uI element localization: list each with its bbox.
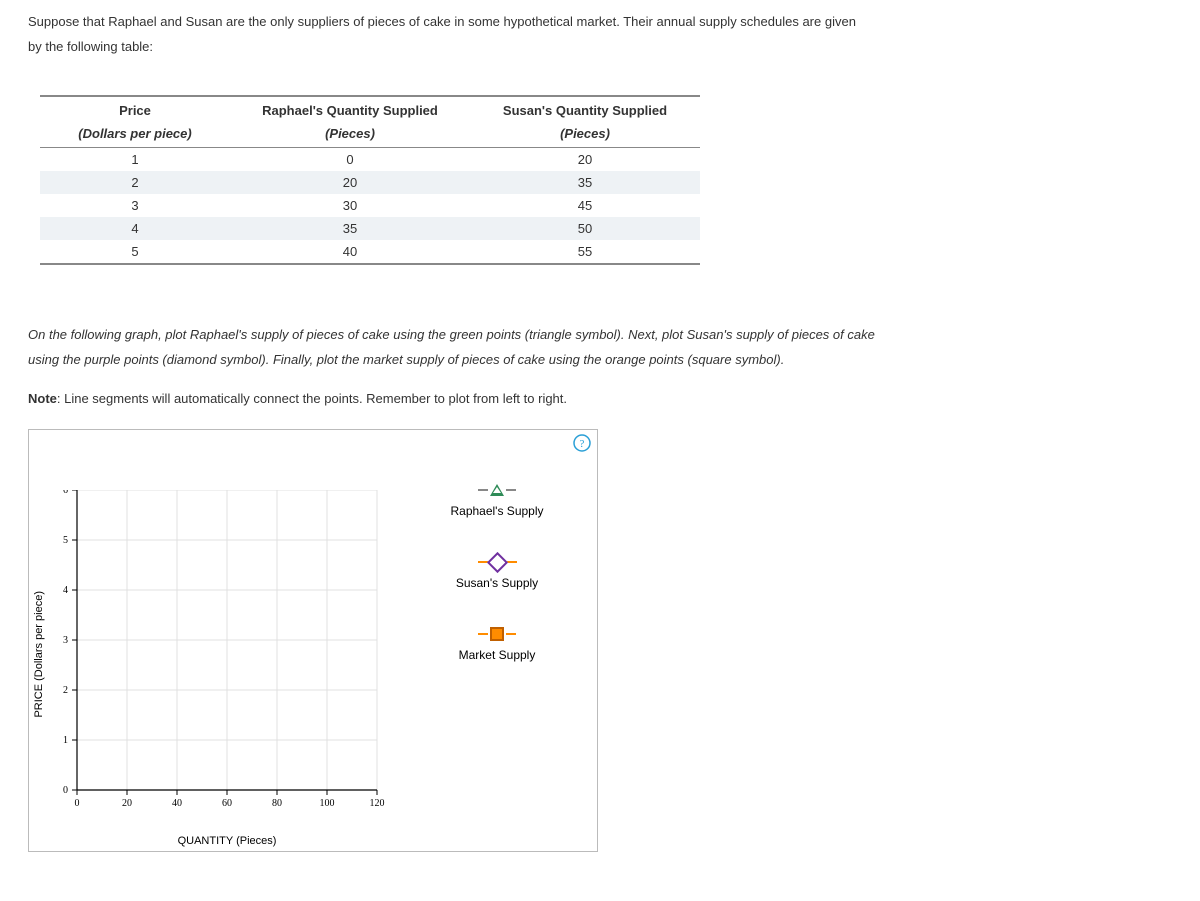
- legend-item-raphael[interactable]: Raphael's Supply: [437, 482, 557, 518]
- svg-text:60: 60: [222, 798, 232, 809]
- col-header-raphael: Raphael's Quantity Supplied: [230, 96, 470, 122]
- triangle-icon: [490, 484, 504, 496]
- problem-statement: Suppose that Raphael and Susan are the o…: [28, 10, 1172, 59]
- svg-text:3: 3: [63, 635, 68, 646]
- legend-label-market: Market Supply: [437, 648, 557, 662]
- svg-text:80: 80: [272, 798, 282, 809]
- svg-text:1: 1: [63, 735, 68, 746]
- col-unit-raphael: (Pieces): [230, 122, 470, 148]
- help-icon[interactable]: ?: [573, 434, 591, 452]
- svg-text:5: 5: [63, 535, 68, 546]
- legend-item-susan[interactable]: Susan's Supply: [437, 554, 557, 590]
- svg-text:2: 2: [63, 685, 68, 696]
- plot-note: Note: Line segments will automatically c…: [28, 387, 1172, 412]
- col-header-susan: Susan's Quantity Supplied: [470, 96, 700, 122]
- svg-text:40: 40: [172, 798, 182, 809]
- supply-schedule-table: Price Raphael's Quantity Supplied Susan'…: [40, 95, 700, 265]
- table-row: 3 30 45: [40, 194, 700, 217]
- table-row: 1 0 20: [40, 148, 700, 172]
- plot-area[interactable]: 0 20 40 60 80 100 120 0 1 2 3 4 5 6 QUANTITY (Pieces): [47, 490, 387, 847]
- legend-palette: Raphael's Supply Susan's Supply Market S…: [437, 482, 557, 698]
- intro-line-1: Suppose that Raphael and Susan are the o…: [28, 14, 856, 29]
- graph-instructions: On the following graph, plot Raphael's s…: [28, 323, 1172, 372]
- legend-label-raphael: Raphael's Supply: [437, 504, 557, 518]
- legend-label-susan: Susan's Supply: [437, 576, 557, 590]
- svg-text:20: 20: [122, 798, 132, 809]
- col-unit-price: (Dollars per piece): [40, 122, 230, 148]
- svg-text:100: 100: [320, 798, 335, 809]
- svg-text:0: 0: [75, 798, 80, 809]
- graph-panel: ? PRICE (Dollars per piece) 020406080100…: [28, 429, 598, 852]
- svg-text:0: 0: [63, 785, 68, 796]
- x-axis-label: QUANTITY (Pieces): [77, 835, 377, 847]
- col-header-price: Price: [40, 96, 230, 122]
- col-unit-susan: (Pieces): [470, 122, 700, 148]
- chart-svg[interactable]: 0 20 40 60 80 100 120 0 1 2 3 4 5 6: [47, 490, 387, 830]
- svg-text:120: 120: [370, 798, 385, 809]
- svg-text:6: 6: [63, 490, 68, 496]
- table-row: 2 20 35: [40, 171, 700, 194]
- help-glyph: ?: [580, 438, 585, 450]
- legend-item-market[interactable]: Market Supply: [437, 626, 557, 662]
- intro-line-2: by the following table:: [28, 39, 153, 54]
- table-row: 4 35 50: [40, 217, 700, 240]
- diamond-icon: [486, 552, 507, 573]
- square-icon: [490, 627, 504, 641]
- table-row: 5 40 55: [40, 240, 700, 264]
- y-axis-label: PRICE (Dollars per piece): [33, 591, 45, 718]
- svg-text:4: 4: [63, 585, 68, 596]
